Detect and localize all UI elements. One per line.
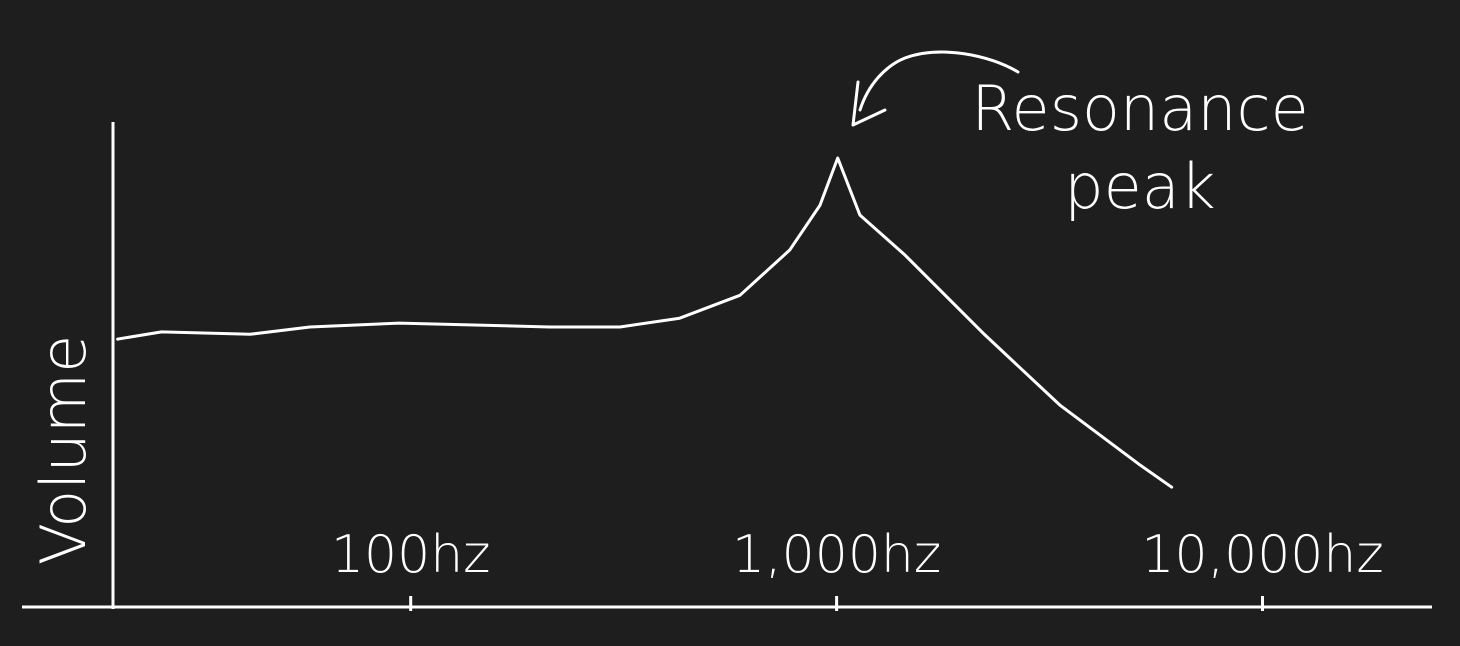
arrow-head bbox=[851, 80, 887, 127]
x-tick-label: 100hz bbox=[331, 525, 491, 585]
x-tick-label: 10,000hz bbox=[1141, 525, 1383, 585]
annotation-arrow bbox=[858, 50, 1020, 112]
y-axis-label: Volume bbox=[27, 335, 100, 566]
annotation: Resonance peak bbox=[971, 72, 1309, 223]
line bbox=[116, 156, 1174, 489]
x-tick-label: 1,000hz bbox=[732, 525, 941, 585]
